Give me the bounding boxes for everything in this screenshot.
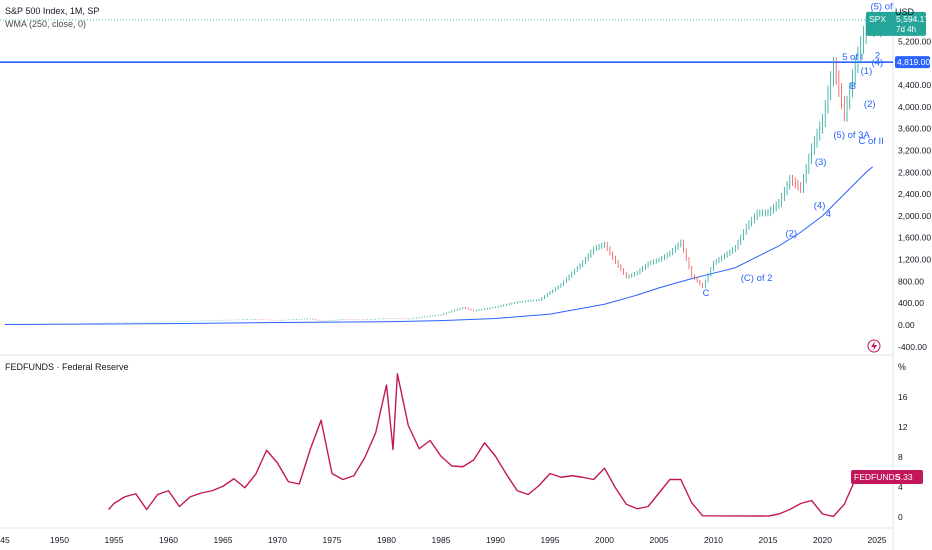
wave-label: (5) of — [870, 2, 893, 13]
percent-unit-label: % — [897, 362, 906, 372]
fedfunds-pane-title[interactable]: FEDFUNDS · Federal Reserve — [5, 362, 129, 372]
price-axis-tick: 0.00 — [898, 320, 915, 330]
wave-label: (1) — [861, 66, 873, 77]
time-axis-tick: 1990 — [486, 535, 505, 545]
time-axis-tick: 1960 — [159, 535, 178, 545]
time-axis-tick: 2010 — [704, 535, 723, 545]
fed-axis-tick: 4 — [898, 482, 903, 492]
fedfunds-value-tag[interactable] — [851, 470, 923, 485]
fedfunds-symbol-label: FEDFUNDS — [854, 472, 901, 482]
wave-label: C — [703, 288, 710, 299]
time-axis-tick: 1985 — [432, 535, 451, 545]
fed-axis-tick: 8 — [898, 452, 903, 462]
wave-label: B — [850, 81, 856, 92]
price-axis-tick: -400.00 — [898, 342, 927, 352]
time-axis-tick: 1975 — [323, 535, 342, 545]
time-axis-tick: 45 — [0, 535, 10, 545]
price-axis-tick: 1,200.00 — [898, 255, 931, 265]
price-axis-tick: 2,400.00 — [898, 189, 931, 199]
price-axis-tick: 3,200.00 — [898, 145, 931, 155]
wave-label: (3) — [815, 157, 827, 168]
fedfunds-current-value: 5.33 — [896, 472, 913, 482]
wave-label: 2 — [875, 50, 880, 61]
time-axis-tick: 1965 — [214, 535, 233, 545]
wave-label: (2) — [864, 99, 876, 110]
price-axis-tick: 1,600.00 — [898, 233, 931, 243]
wave-label: (4) — [872, 57, 884, 68]
spx-symbol-label: SPX — [869, 14, 886, 24]
wave-label: C of II — [858, 136, 883, 147]
hline-price-tag[interactable] — [895, 56, 930, 69]
fedfunds-line[interactable] — [108, 373, 873, 518]
time-axis-tick: 1995 — [541, 535, 560, 545]
wma-indicator-legend[interactable]: WMA (250, close, 0) — [5, 19, 87, 29]
fed-axis-tick: 16 — [898, 392, 908, 402]
time-axis-tick: 2020 — [813, 535, 832, 545]
spx-price-tag[interactable] — [866, 11, 926, 36]
price-axis-tick: 4,400.00 — [898, 80, 931, 90]
wave-label: (4) — [814, 200, 826, 211]
time-axis-tick: 2015 — [759, 535, 778, 545]
price-axis-tick: 4,000.00 — [898, 102, 931, 112]
time-axis-tick: 1950 — [50, 535, 69, 545]
main-chart-title[interactable]: S&P 500 Index, 1M, SP — [5, 6, 100, 16]
fed-axis-tick: 12 — [898, 422, 908, 432]
time-axis-tick: 1980 — [377, 535, 396, 545]
spx-price-value: 5,594.17 — [896, 14, 929, 24]
price-axis-tick: 5,200.00 — [898, 36, 931, 46]
lightning-icon-glyph — [871, 341, 877, 351]
price-axis-tick: 800.00 — [898, 276, 924, 286]
price-axis-tick: 2,800.00 — [898, 167, 931, 177]
time-axis-tick: 1955 — [105, 535, 124, 545]
price-axis-tick: 3,600.00 — [898, 124, 931, 134]
time-axis-tick: 2005 — [650, 535, 669, 545]
wave-label: 5 of I — [842, 52, 863, 63]
price-axis-tick: 2,000.00 — [898, 211, 931, 221]
currency-label[interactable]: USD — [894, 7, 914, 17]
wave-label: (2) — [785, 229, 797, 240]
time-axis-tick: 2000 — [595, 535, 614, 545]
wave-label: 4 — [826, 209, 831, 220]
fed-axis-tick: 0 — [898, 512, 903, 522]
wma-line[interactable] — [4, 166, 873, 325]
wave-label: (C) of 2 — [741, 273, 773, 284]
time-axis-tick: 1970 — [268, 535, 287, 545]
time-axis-tick: 2025 — [868, 535, 887, 545]
bar-countdown: 7d 4h — [896, 25, 916, 34]
price-axis-tick: 400.00 — [898, 298, 924, 308]
hline-price-value: 4,819.00 — [897, 57, 930, 67]
wave-label: (5) of 3A — [833, 130, 870, 141]
